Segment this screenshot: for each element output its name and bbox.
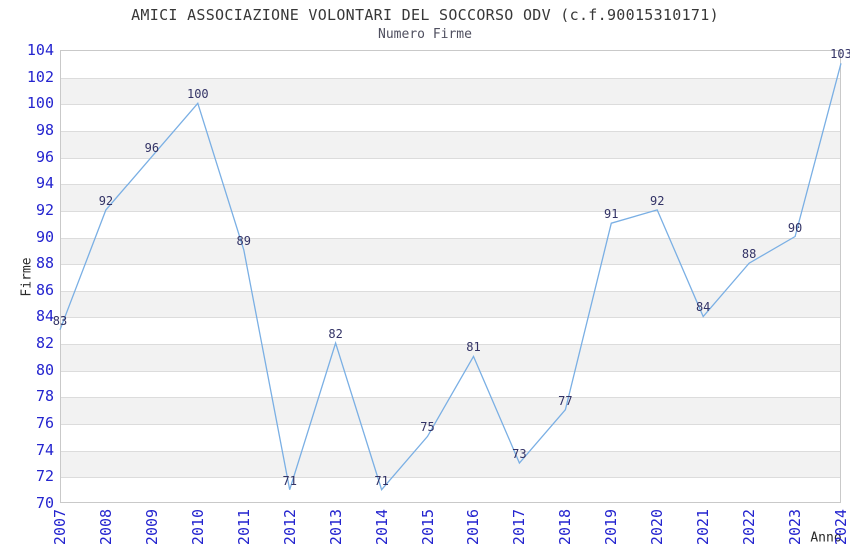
gridline	[61, 158, 840, 159]
gridline	[61, 424, 840, 425]
chart-title: AMICI ASSOCIAZIONE VOLONTARI DEL SOCCORS…	[131, 6, 719, 24]
x-tick-label: 2012	[280, 508, 299, 546]
y-tick-label: 90	[35, 227, 54, 246]
y-tick-label: 98	[35, 120, 54, 139]
data-label: 77	[558, 393, 573, 408]
y-tick-label: 92	[35, 200, 54, 219]
y-tick-label: 88	[35, 254, 54, 273]
data-label: 82	[328, 327, 343, 342]
gridline	[61, 317, 840, 318]
y-tick-label: 76	[35, 414, 54, 433]
gridline	[61, 451, 840, 452]
y-tick-label: 78	[35, 387, 54, 406]
gridline	[61, 477, 840, 478]
plot-band	[61, 77, 840, 105]
gridline	[61, 78, 840, 79]
x-tick-label: 2017	[510, 508, 529, 546]
data-label: 83	[52, 313, 68, 328]
plot-band	[61, 290, 840, 318]
y-tick-label: 82	[35, 334, 54, 353]
data-label: 96	[144, 140, 160, 155]
y-tick-label: 84	[35, 307, 54, 326]
x-tick-label: 2023	[786, 508, 805, 546]
x-tick-label: 2010	[188, 508, 207, 546]
plot-band	[61, 450, 840, 478]
gridline	[61, 184, 840, 185]
x-tick-label: 2021	[694, 508, 713, 546]
x-axis-title: Anno	[810, 530, 842, 546]
x-tick-label: 2013	[326, 508, 345, 546]
chart-subtitle: Numero Firme	[378, 27, 472, 42]
gridline	[61, 371, 840, 372]
y-tick-label: 72	[35, 467, 54, 486]
x-tick-label: 2009	[142, 508, 161, 546]
y-tick-label: 70	[35, 494, 54, 512]
y-tick-label: 100	[26, 94, 54, 113]
data-label: 84	[695, 300, 711, 315]
data-label: 89	[236, 233, 251, 248]
data-label: 90	[787, 220, 803, 235]
data-label: 73	[512, 447, 527, 462]
data-label: 103	[830, 47, 850, 62]
gridline	[61, 397, 840, 398]
x-tick-label: 2019	[602, 508, 621, 546]
data-label: 92	[650, 193, 665, 208]
y-tick-label: 74	[35, 440, 54, 459]
y-tick-label: 86	[35, 280, 54, 299]
x-tick-label: 2015	[418, 508, 437, 546]
x-tick-label: 2022	[740, 508, 759, 546]
data-label: 71	[374, 473, 389, 488]
data-label: 75	[420, 420, 435, 435]
y-tick-label: 80	[35, 360, 54, 379]
data-label: 100	[186, 87, 209, 102]
x-tick-label: 2014	[372, 508, 391, 546]
y-tick-label: 102	[26, 67, 54, 86]
data-label: 88	[741, 247, 757, 262]
x-tick-label: 2011	[234, 508, 253, 546]
x-tick-label: 2007	[51, 508, 69, 546]
x-tick-label: 2024	[832, 508, 850, 546]
plot-band	[61, 130, 840, 158]
plot-band	[61, 397, 840, 425]
y-tick-label: 94	[35, 174, 54, 193]
gridline	[61, 211, 840, 212]
plot-band	[61, 184, 840, 211]
data-label: 81	[466, 340, 481, 355]
gridline	[61, 104, 840, 105]
gridline	[61, 264, 840, 265]
y-tick-label: 104	[26, 41, 54, 59]
x-tick-label: 2018	[556, 508, 575, 546]
data-label: 92	[98, 193, 114, 208]
gridline	[61, 238, 840, 239]
x-tick-label: 2016	[464, 508, 483, 546]
gridline	[61, 344, 840, 345]
gridline	[61, 291, 840, 292]
data-label: 71	[282, 473, 297, 488]
plot-band	[61, 344, 840, 371]
y-tick-label: 96	[35, 147, 54, 166]
x-tick-label: 2008	[96, 508, 115, 546]
x-tick-label: 2020	[648, 508, 667, 546]
gridline	[61, 131, 840, 132]
plot-area	[60, 50, 841, 503]
data-label: 91	[604, 207, 619, 222]
plot-band	[61, 237, 840, 265]
